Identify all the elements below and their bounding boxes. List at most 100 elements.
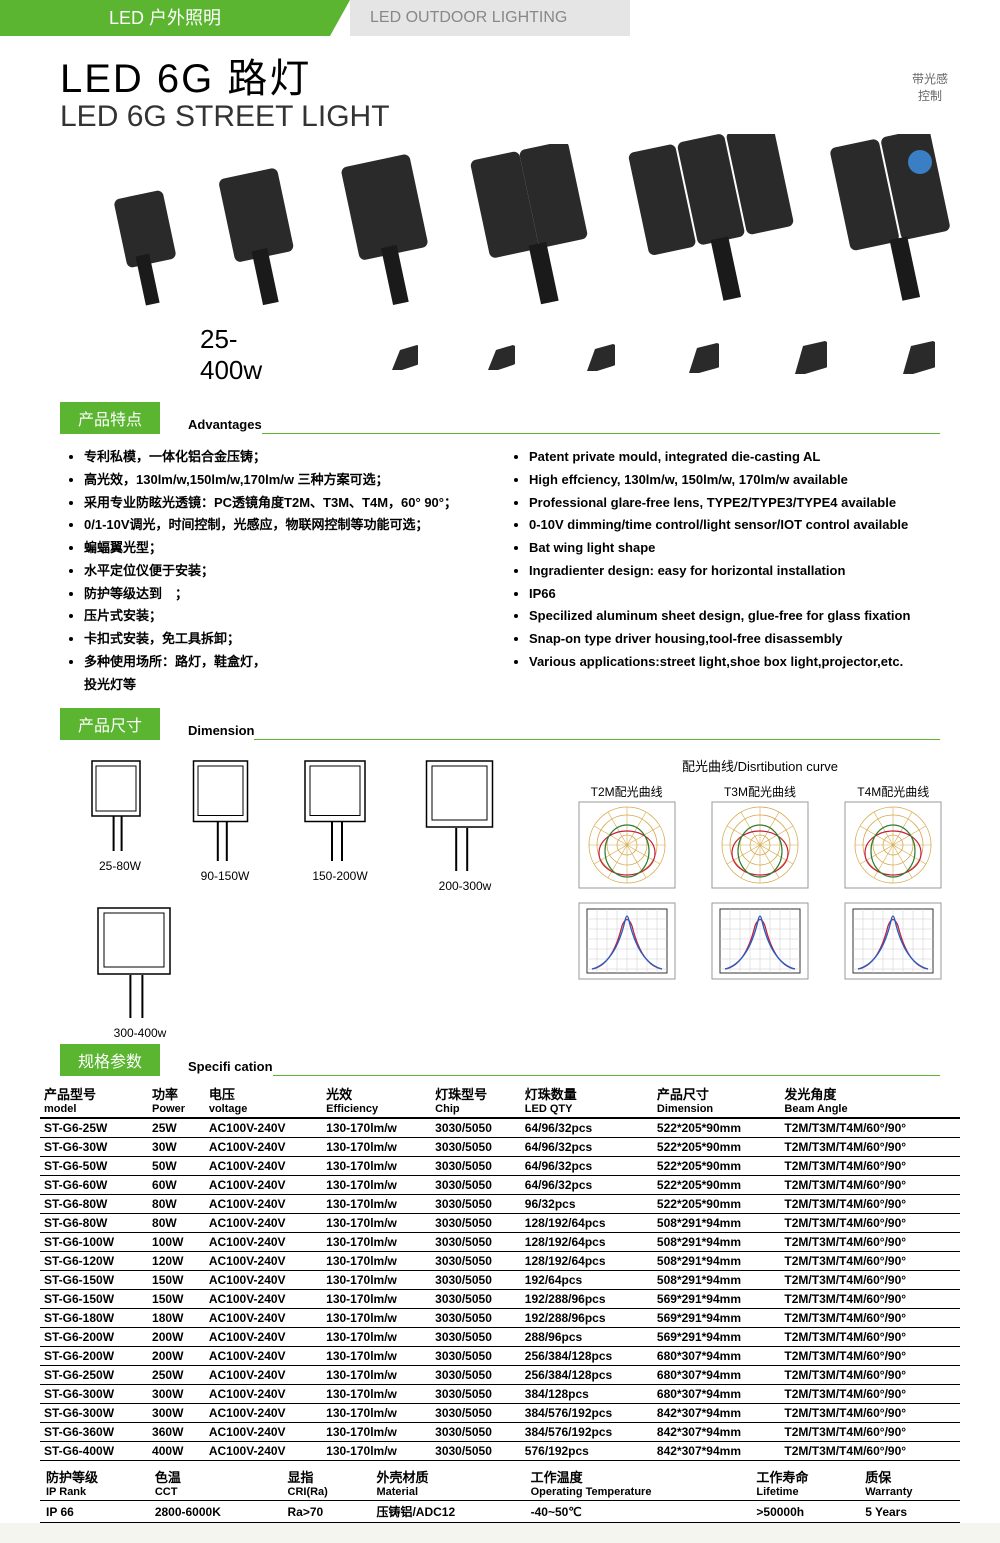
spec-cell: 130-170lm/w (322, 1214, 431, 1233)
specification-table: 产品型号model功率Power电压voltage光效Efficiency灯珠型… (40, 1082, 960, 1461)
curve-cartesian (843, 901, 943, 984)
spec-cell: 130-170lm/w (322, 1233, 431, 1252)
spec-cell: 30W (148, 1138, 205, 1157)
spec-cell: 522*205*90mm (653, 1176, 781, 1195)
spec-cell: T2M/T3M/T4M/60°/90° (780, 1252, 960, 1271)
product-image-2 (204, 164, 304, 314)
title-cn: LED 6G 路灯 (60, 46, 940, 104)
spec-cell: 180W (148, 1309, 205, 1328)
spec-cell: 64/96/32pcs (521, 1118, 653, 1138)
spec-row: ST-G6-150W150WAC100V-240V130-170lm/w3030… (40, 1290, 960, 1309)
bracket-2 (468, 335, 514, 375)
spec-header-cell: 产品型号model (40, 1082, 148, 1118)
spec-cell: AC100V-240V (205, 1176, 322, 1195)
spec-cell: 3030/5050 (431, 1309, 521, 1328)
dimension-drawing: 25-80W (80, 756, 160, 893)
footer-header-cell: 质保Warranty (859, 1465, 960, 1501)
product-image-1 (100, 184, 180, 314)
spec-cell: 384/576/192pcs (521, 1404, 653, 1423)
footer-header-row: 防护等级IP Rank色温CCT显指CRI(Ra)外壳材质Material工作温… (40, 1465, 960, 1501)
curves-title: 配光曲线/Disrtibution curve (560, 756, 960, 775)
spec-cell: AC100V-240V (205, 1233, 322, 1252)
spec-body: ST-G6-25W25WAC100V-240V130-170lm/w3030/5… (40, 1118, 960, 1461)
spec-cell: 128/192/64pcs (521, 1214, 653, 1233)
spec-cell: ST-G6-120W (40, 1252, 148, 1271)
advantages-columns: 专利私模，一体化铝合金压铸；高光效，130lm/w,150lm/w,170lm/… (0, 440, 1000, 702)
spec-cell: ST-G6-60W (40, 1176, 148, 1195)
spec-cell: ST-G6-250W (40, 1366, 148, 1385)
spec-cell: T2M/T3M/T4M/60°/90° (780, 1385, 960, 1404)
footer-cell: 压铸铝/ADC12 (370, 1501, 524, 1523)
spec-cell: 3030/5050 (431, 1442, 521, 1461)
spec-cell: T2M/T3M/T4M/60°/90° (780, 1423, 960, 1442)
spec-row: ST-G6-50W50WAC100V-240V130-170lm/w3030/5… (40, 1157, 960, 1176)
spec-cell: AC100V-240V (205, 1252, 322, 1271)
spec-cell: ST-G6-180W (40, 1309, 148, 1328)
spec-cell: T2M/T3M/T4M/60°/90° (780, 1290, 960, 1309)
spec-cell: 569*291*94mm (653, 1328, 781, 1347)
product-image-6 (820, 134, 960, 314)
advantages-cn-item: 0/1-10V调光，时间控制，光感应，物联网控制等功能可选； (84, 514, 515, 537)
footer-header-cell: 色温CCT (149, 1465, 282, 1501)
header-bar: LED 户外照明 LED OUTDOOR LIGHTING (0, 0, 1000, 36)
spec-row: ST-G6-180W180WAC100V-240V130-170lm/w3030… (40, 1309, 960, 1328)
spec-cell: AC100V-240V (205, 1385, 322, 1404)
footer-cell: Ra>70 (282, 1501, 371, 1523)
spec-cell: 300W (148, 1404, 205, 1423)
spec-cell: 130-170lm/w (322, 1176, 431, 1195)
dimension-drawing: 200-300w (410, 756, 520, 893)
spec-cell: 3030/5050 (431, 1423, 521, 1442)
spec-cell: 192/288/96pcs (521, 1309, 653, 1328)
dimension-section: 25-80W90-150W150-200W200-300w300-400w 配光… (0, 746, 1000, 1040)
spec-header-cell: 功率Power (148, 1082, 205, 1118)
spec-cell: 96/32pcs (521, 1195, 653, 1214)
advantages-cn-item: 高光效，130lm/w,150lm/w,170lm/w 三种方案可选； (84, 469, 515, 492)
curves-row-1: T2M配光曲线T3M配光曲线T4M配光曲线 (560, 783, 960, 893)
spec-cell: AC100V-240V (205, 1347, 322, 1366)
spec-cell: 680*307*94mm (653, 1385, 781, 1404)
spec-cell: ST-G6-300W (40, 1404, 148, 1423)
footer-cell: -40~50℃ (525, 1501, 751, 1523)
spec-cell: 150W (148, 1271, 205, 1290)
spec-header-cell: 灯珠数量LED QTY (521, 1082, 653, 1118)
spec-cell: 130-170lm/w (322, 1328, 431, 1347)
spec-cell: ST-G6-360W (40, 1423, 148, 1442)
curve-cartesian (577, 901, 677, 984)
bracket-1 (372, 335, 418, 375)
spec-cell: ST-G6-300W (40, 1385, 148, 1404)
spec-cell: ST-G6-80W (40, 1214, 148, 1233)
advantages-cn-item: 蝙蝠翼光型； (84, 537, 515, 560)
advantages-cn-item: 压片式安装； (84, 605, 515, 628)
spec-tab: 规格参数 (60, 1044, 160, 1076)
spec-cell: 256/384/128pcs (521, 1366, 653, 1385)
spec-cell: AC100V-240V (205, 1366, 322, 1385)
footer-body-row: IP 662800-6000KRa>70压铸铝/ADC12-40~50℃>500… (40, 1501, 960, 1523)
spec-cell: 192/64pcs (521, 1271, 653, 1290)
spec-cell: 842*307*94mm (653, 1404, 781, 1423)
product-image-5 (626, 134, 796, 314)
spec-cell: 508*291*94mm (653, 1271, 781, 1290)
spec-cell: AC100V-240V (205, 1195, 322, 1214)
spec-cell: 130-170lm/w (322, 1138, 431, 1157)
spec-cell: 130-170lm/w (322, 1404, 431, 1423)
spec-row: ST-G6-200W200WAC100V-240V130-170lm/w3030… (40, 1347, 960, 1366)
footer-cell: 5 Years (859, 1501, 960, 1523)
spec-cell: AC100V-240V (205, 1328, 322, 1347)
spec-cell: 128/192/64pcs (521, 1252, 653, 1271)
spec-cell: 150W (148, 1290, 205, 1309)
spec-cell: AC100V-240V (205, 1423, 322, 1442)
spec-cell: 3030/5050 (431, 1347, 521, 1366)
spec-cell: AC100V-240V (205, 1271, 322, 1290)
spec-cell: 3030/5050 (431, 1366, 521, 1385)
advantages-cn-item: 采用专业防眩光透镜：PC透镜角度T2M、T3M、T4M，60° 90°； (84, 492, 515, 515)
spec-cell: T2M/T3M/T4M/60°/90° (780, 1366, 960, 1385)
spec-row: ST-G6-80W80WAC100V-240V130-170lm/w3030/5… (40, 1195, 960, 1214)
spec-cell: T2M/T3M/T4M/60°/90° (780, 1118, 960, 1138)
spec-cell: 64/96/32pcs (521, 1176, 653, 1195)
spec-cell: 250W (148, 1366, 205, 1385)
spec-cell: 522*205*90mm (653, 1138, 781, 1157)
spec-cell: 508*291*94mm (653, 1252, 781, 1271)
spec-cell: 3030/5050 (431, 1214, 521, 1233)
product-image-3 (328, 154, 438, 314)
spec-cell: AC100V-240V (205, 1404, 322, 1423)
